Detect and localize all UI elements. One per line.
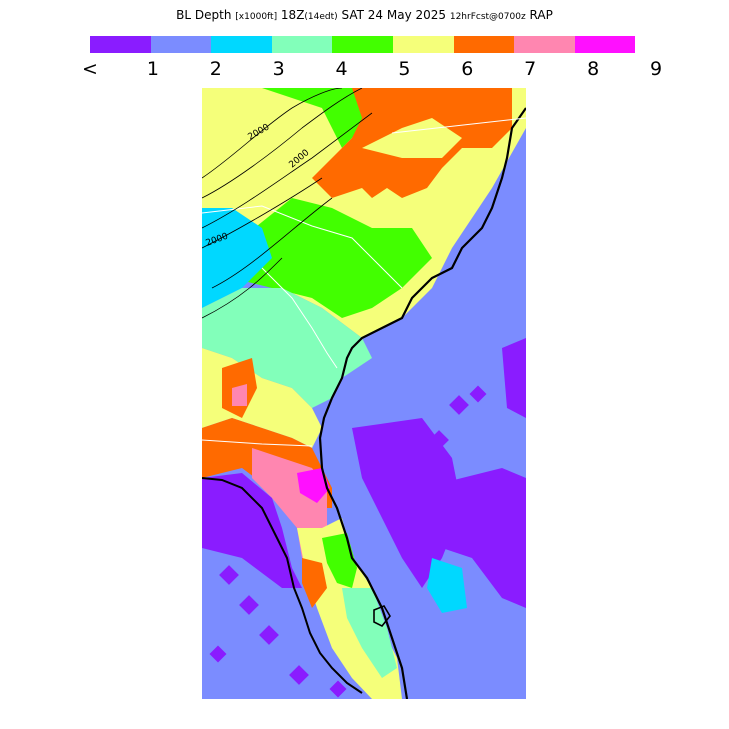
field-pink-ga — [232, 384, 247, 406]
ocean-cell — [429, 430, 449, 450]
legend-tick-label: 1 — [146, 58, 159, 80]
field-fl-mint — [342, 588, 397, 678]
legend-tick-label: 3 — [272, 58, 285, 80]
ocean-cell — [239, 595, 259, 615]
state-border-ga-fl — [202, 439, 313, 447]
field-atlantic-purple1 — [352, 418, 462, 588]
state-border-va-nc — [391, 117, 526, 134]
ocean-cell — [469, 385, 487, 403]
bl-depth-map: 2000 2000 2000 — [202, 88, 526, 699]
color-legend — [90, 36, 636, 53]
legend-tick-label: 5 — [398, 58, 411, 80]
title-main: BL Depth — [176, 8, 232, 22]
ocean-cell — [209, 645, 227, 663]
field-mint-coast — [202, 288, 372, 408]
ocean-cell — [219, 565, 239, 585]
ocean-cell — [259, 625, 279, 645]
boundaries — [202, 107, 526, 699]
legend-tick-label: 9 — [649, 58, 663, 80]
state-border-ga-sc — [261, 267, 338, 369]
ocean-cell — [329, 680, 347, 698]
legend-swatch — [332, 36, 393, 53]
legend-swatch — [574, 36, 636, 53]
legend-tick-label: 6 — [461, 58, 474, 80]
gulf-coastline — [202, 477, 363, 694]
title-model: RAP — [529, 8, 553, 22]
title-date: SAT 24 May 2025 — [341, 8, 447, 22]
field-atlantic-purple3 — [502, 338, 526, 418]
field-magenta-nfl — [297, 468, 330, 503]
coastline — [318, 107, 526, 699]
lake-okeechobee — [373, 605, 391, 628]
legend-tick-label: 2 — [209, 58, 222, 80]
legend-tick-label: 7 — [524, 58, 537, 80]
legend-tick-labels: <1 2 3 4 5 6 7 8 9 — [82, 58, 662, 80]
terrain-contours — [202, 88, 373, 319]
field-atlantic-cyan — [427, 558, 467, 613]
legend-swatch — [211, 36, 272, 53]
title-units: [x1000ft] — [235, 12, 278, 22]
legend-tick-label: 4 — [335, 58, 348, 80]
depth-fields — [202, 88, 526, 699]
title-fcst: 12hrFcst@0700z — [449, 12, 526, 22]
legend-swatch — [150, 36, 212, 53]
field-atlantic-purple2 — [422, 468, 526, 608]
legend-tick-label: < — [82, 58, 98, 80]
legend-swatch — [392, 36, 454, 53]
map-svg: 2000 2000 2000 — [202, 88, 526, 699]
field-gulf-purple — [202, 473, 302, 588]
legend-swatch — [453, 36, 515, 53]
legend-swatch — [514, 36, 575, 53]
field-cyan-west — [202, 208, 272, 308]
title-valid: 18Z — [280, 8, 305, 22]
legend-tick-label: 8 — [587, 58, 600, 80]
legend-swatch — [90, 36, 151, 53]
ocean-cell — [449, 395, 469, 415]
title-edt: (14edt) — [304, 12, 338, 22]
chart-title: BL Depth [x1000ft] 18Z(14edt) SAT 24 May… — [0, 8, 729, 22]
ocean-cell — [289, 665, 309, 685]
legend-swatch — [271, 36, 333, 53]
state-border-nc-sc — [202, 205, 403, 289]
field-fl-orange — [302, 558, 327, 608]
